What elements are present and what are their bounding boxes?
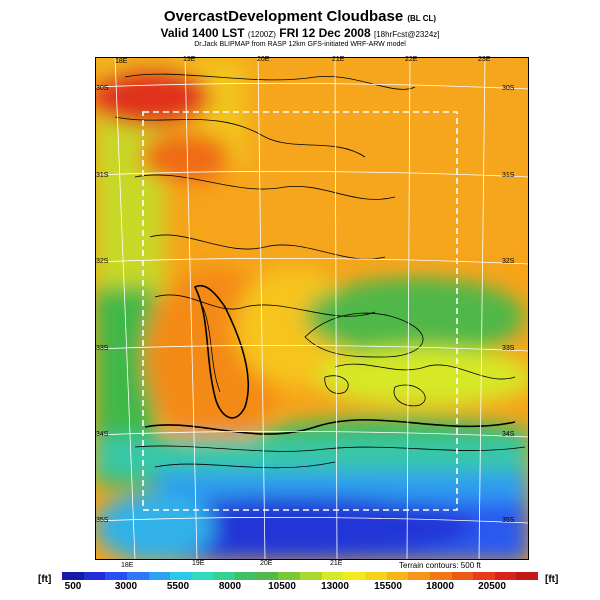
colorbar-swatch — [408, 572, 430, 580]
colorbar-swatch — [300, 572, 322, 580]
colorbar-swatch — [62, 572, 84, 580]
valid-date: FRI 12 Dec 2008 — [279, 26, 371, 40]
lat-label-left: 32S — [96, 258, 109, 265]
colorbar-label: 8000 — [218, 581, 242, 592]
lon-label-top: 22E — [405, 56, 418, 63]
colorbar-swatch — [278, 572, 301, 580]
valid-time-line: Valid 1400 LST (1200Z) FRI 12 Dec 2008 [… — [0, 26, 600, 40]
colorbar-label: 5500 — [166, 581, 190, 592]
colorbar-label: 10500 — [268, 581, 296, 592]
colorbar-swatch — [321, 572, 344, 580]
lat-label-right: 34S — [502, 431, 515, 438]
colorbar-label: 15500 — [374, 581, 402, 592]
cloudbase-map[interactable] — [95, 57, 529, 560]
terrain-contours — [114, 73, 526, 469]
lat-label-left: 33S — [96, 345, 109, 352]
model-credit: Dr.Jack BLIPMAP from RASP 12km GFS-initi… — [194, 41, 406, 48]
colorbar-swatch — [451, 572, 474, 580]
lon-label-bottom: 19E — [192, 560, 205, 567]
lon-label-top: 23E — [478, 56, 491, 63]
colorbar-swatch — [473, 572, 495, 580]
chart-title: OvercastDevelopment Cloudbase (BL CL) — [0, 8, 600, 25]
title-suffix: (BL CL) — [407, 14, 437, 23]
colorbar-swatch — [235, 572, 257, 580]
colorbar-swatch — [83, 572, 106, 580]
lat-label-left: 34S — [96, 431, 109, 438]
colorbar-swatch — [516, 572, 539, 580]
lon-label-top: 21E — [332, 56, 345, 63]
lat-label-left: 30S — [96, 85, 109, 92]
colorbar-swatch — [343, 572, 365, 580]
terrain-contour-note: Terrain contours: 500 ft — [399, 561, 481, 570]
colorbar-swatch — [364, 572, 387, 580]
colorbar-label: 20500 — [478, 581, 506, 592]
lon-label-top: 20E — [257, 56, 270, 63]
valid-label: Valid 1400 LST — [160, 26, 245, 40]
colorbar-swatch — [191, 572, 214, 580]
lat-label-left: 31S — [96, 172, 109, 179]
lat-label-right: 32S — [502, 258, 515, 265]
colorbar-unit-right: [ft] — [545, 574, 559, 585]
colorbar-swatch — [429, 572, 452, 580]
lon-label-top: 19E — [183, 56, 196, 63]
colorbar-swatch — [386, 572, 409, 580]
valid-code: (1200Z) — [247, 30, 276, 39]
colorbar-swatch — [213, 572, 236, 580]
colorbar-swatch — [148, 572, 171, 580]
lon-label-bottom: 21E — [330, 560, 343, 567]
lat-label-left: 35S — [96, 517, 109, 524]
colorbar-swatch — [170, 572, 192, 580]
colorbar-swatch — [126, 572, 149, 580]
lat-lon-grid — [95, 57, 529, 560]
colorbar-swatch — [256, 572, 279, 580]
colorbar-label: 500 — [64, 581, 82, 592]
lat-label-right: 30S — [502, 85, 515, 92]
colorbar-label: 13000 — [321, 581, 349, 592]
lat-label-right: 35S — [502, 517, 515, 524]
lon-label-bottom: 18E — [121, 562, 134, 569]
colorbar — [62, 572, 539, 580]
lat-label-right: 33S — [502, 345, 515, 352]
valid-forecast: [18hrFcst@2324z] — [374, 30, 440, 39]
domain-boundary — [142, 111, 458, 511]
cloudbase-field — [95, 57, 529, 560]
colorbar-unit-left: [ft] — [38, 574, 52, 585]
colorbar-swatch — [494, 572, 517, 580]
colorbar-label: 3000 — [114, 581, 138, 592]
colorbar-label: 18000 — [426, 581, 454, 592]
title-main: OvercastDevelopment Cloudbase — [163, 8, 404, 25]
lon-label-bottom: 20E — [260, 560, 273, 567]
colorbar-swatch — [105, 572, 127, 580]
lon-label-top: 18E — [115, 58, 128, 65]
lat-label-right: 31S — [502, 172, 515, 179]
